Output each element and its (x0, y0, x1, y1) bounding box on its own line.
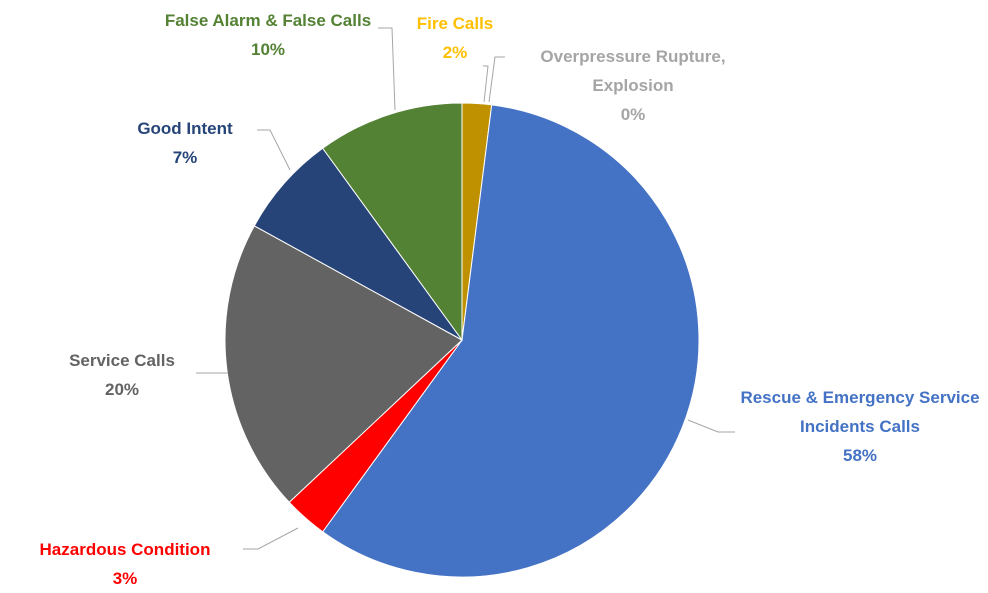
value-label: 3% (112, 569, 138, 588)
data-label: Service Calls 20% (37, 346, 207, 404)
pie-slice (321, 104, 700, 578)
value-label: 58% (842, 446, 878, 465)
value-label: 10% (250, 40, 286, 59)
category-label: Rescue & Emergency Service Incidents Cal… (740, 388, 980, 436)
leader-line (483, 65, 489, 103)
data-label: False Alarm & False Calls 10% (156, 6, 381, 64)
category-label: Fire Calls (416, 14, 494, 33)
leader-line (257, 129, 291, 171)
pie-slice (224, 225, 463, 503)
category-label: Service Calls (69, 351, 175, 370)
leader-line (243, 527, 299, 550)
pie-slice (253, 147, 463, 341)
leader-line (488, 56, 505, 103)
category-label: Hazardous Condition (39, 540, 211, 559)
slices (224, 102, 700, 578)
data-label: Rescue & Emergency Service Incidents Cal… (730, 383, 988, 470)
data-label: Good Intent 7% (105, 114, 265, 172)
leader-line (378, 27, 396, 111)
value-label: 0% (620, 105, 646, 124)
data-label: Overpressure Rupture, Explosion 0% (508, 42, 758, 129)
pie-slice (321, 102, 463, 342)
category-label: Good Intent (137, 119, 233, 138)
value-label: 20% (104, 380, 140, 399)
data-label: Fire Calls 2% (400, 9, 510, 67)
data-label: Hazardous Condition 3% (0, 535, 250, 593)
category-label: Overpressure Rupture, Explosion (540, 47, 726, 95)
value-label: 2% (442, 43, 468, 62)
value-label: 7% (172, 148, 198, 167)
leader-line (687, 419, 735, 433)
category-label: False Alarm & False Calls (164, 11, 372, 30)
